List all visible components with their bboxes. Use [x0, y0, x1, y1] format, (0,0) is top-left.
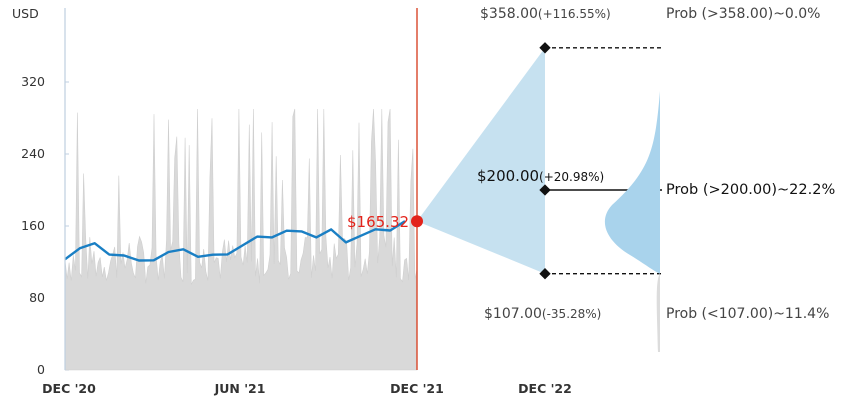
forecast-mid-value: $200.00 — [477, 167, 539, 185]
current-price-label: $165.32 — [347, 213, 409, 231]
forecast-low-prob: Prob (<107.00)~11.4% — [666, 306, 829, 322]
current-price-marker — [411, 215, 423, 228]
forecast-low-pct: (-35.28%) — [542, 307, 601, 321]
price-line-group — [64, 220, 406, 262]
volume-area — [64, 108, 418, 371]
y-unit-label: USD — [12, 6, 39, 21]
y-tick-label: 240 — [21, 146, 45, 161]
forecast-mid-marker — [539, 184, 551, 196]
forecast-mid-prob: Prob (>200.00)~22.2% — [666, 182, 835, 198]
forecast-high-label: $358.00(+116.55%) — [480, 6, 611, 22]
x-tick-label: DEC '20 — [42, 381, 96, 396]
y-tick-label: 0 — [37, 362, 45, 377]
y-tick-label: 160 — [21, 218, 45, 233]
volume-bars — [64, 108, 418, 371]
forecast-high-value: $358.00 — [480, 6, 538, 22]
probability-distribution — [604, 91, 660, 352]
y-tick-label: 80 — [29, 290, 45, 305]
y-axis: 0 80 160 240 320 — [21, 74, 69, 377]
distribution-tail — [656, 273, 660, 352]
forecast-mid-pct: (+20.98%) — [539, 170, 604, 184]
forecast-mid-label: $200.00(+20.98%) — [477, 167, 604, 185]
x-tick-label: JUN '21 — [214, 381, 266, 396]
forecast-low-value: $107.00 — [484, 306, 542, 322]
forecast-high-prob: Prob (>358.00)~0.0% — [666, 6, 821, 22]
forecast-low-marker — [539, 268, 551, 280]
price-line — [64, 220, 406, 262]
forecast-high-pct: (+116.55%) — [538, 7, 611, 21]
x-axis: DEC '20 JUN '21 DEC '21 DEC '22 — [42, 381, 572, 396]
x-tick-label: DEC '21 — [390, 381, 444, 396]
forecast-high-marker — [539, 42, 551, 54]
x-tick-label: DEC '22 — [518, 381, 572, 396]
cone-area — [417, 47, 545, 274]
forecast-low-label: $107.00(-35.28%) — [484, 306, 601, 322]
y-tick-label: 320 — [21, 74, 45, 89]
distribution-blue — [604, 91, 660, 274]
forecast-cone — [417, 42, 662, 280]
